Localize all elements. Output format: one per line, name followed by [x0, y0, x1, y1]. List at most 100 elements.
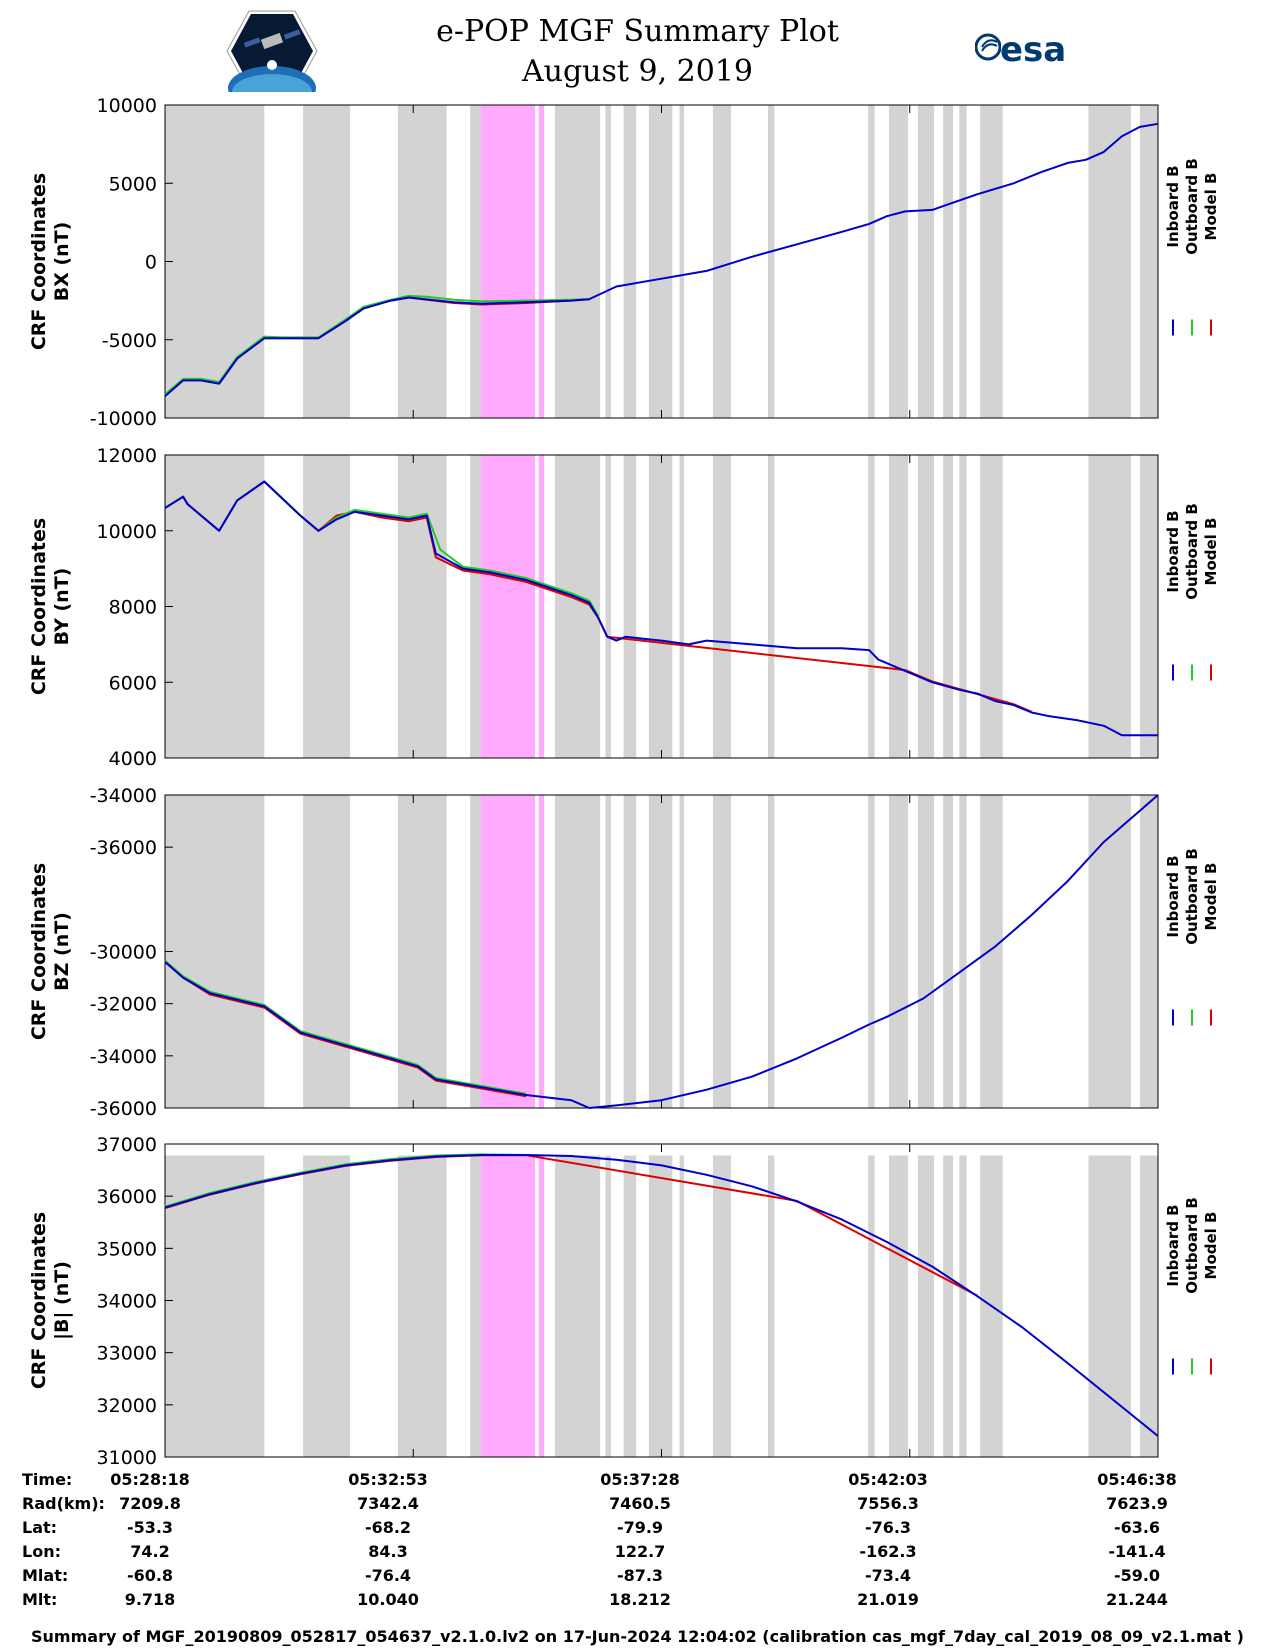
data-gap-band [917, 455, 935, 758]
info-value: -87.3 [616, 1566, 664, 1585]
info-value: 7460.5 [609, 1494, 671, 1513]
highlight-band [538, 795, 545, 1108]
y-tick-label: 36000 [97, 1186, 157, 1208]
inboard-series-line [164, 122, 1159, 397]
highlight-band [480, 795, 536, 1108]
data-gap-band [165, 105, 265, 418]
data-gap-band [397, 795, 447, 1108]
data-gap-band [1088, 795, 1131, 1108]
data-gap-band [679, 1155, 685, 1457]
info-value: -79.9 [616, 1518, 664, 1537]
info-value: -76.3 [864, 1518, 912, 1537]
legend-label: Inboard B [1164, 1204, 1182, 1286]
y-tick-label: 31000 [97, 1447, 157, 1469]
info-value: -68.2 [364, 1518, 412, 1537]
info-label: Mlt: [22, 1590, 58, 1609]
data-gap-band [397, 455, 447, 758]
data-gap-band [648, 795, 673, 1108]
data-gap-band [959, 455, 967, 758]
legend-label: Inboard B [1164, 510, 1182, 592]
y-tick-label: 35000 [97, 1238, 157, 1260]
info-value: 7342.4 [357, 1494, 419, 1513]
data-gap-band [165, 795, 265, 1108]
y-axis-label: CRF CoordinatesBY (nT) [28, 518, 73, 695]
info-value: 05:37:28 [600, 1470, 680, 1489]
y-axis-label: CRF Coordinates|B| (nT) [28, 1212, 73, 1389]
data-gap-band [605, 455, 611, 758]
y-tick-label: 0 [145, 252, 157, 274]
y-tick-label: -34000 [90, 1046, 157, 1068]
info-value: -73.4 [864, 1566, 912, 1585]
data-gap-band [397, 105, 447, 418]
legend-label: Outboard B [1183, 158, 1201, 255]
y-tick-label: -5000 [102, 330, 157, 352]
inboard-series-line [164, 794, 1159, 1109]
data-gap-band [303, 795, 351, 1108]
info-value: -60.8 [126, 1566, 174, 1585]
y-tick-label: 33000 [97, 1343, 157, 1365]
data-gap-band [712, 105, 732, 418]
y-axis-label-line2: BX (nT) [51, 222, 73, 302]
data-gap-band [623, 1155, 637, 1457]
legend-label: Model B [1202, 518, 1220, 586]
info-value: 21.244 [1106, 1590, 1168, 1609]
data-gap-band [768, 105, 775, 418]
info-value: 9.718 [124, 1590, 176, 1609]
plot-title: e-POP MGF Summary Plot [436, 14, 839, 49]
info-value: -76.4 [364, 1566, 412, 1585]
data-gap-band [648, 455, 673, 758]
inboard-series-line [164, 480, 1158, 737]
y-tick-label: 12000 [97, 445, 157, 467]
legend-label: Model B [1202, 863, 1220, 931]
plot-date: August 9, 2019 [521, 54, 753, 89]
legend-label: Model B [1202, 173, 1220, 241]
y-axis-label-line2: |B| (nT) [51, 1261, 73, 1340]
data-gap-band [888, 1155, 908, 1457]
data-gap-band [943, 455, 954, 758]
info-value: 05:42:03 [848, 1470, 928, 1489]
data-gap-band [888, 455, 908, 758]
data-gap-band [888, 795, 908, 1108]
y-axis-label-line1: CRF Coordinates [28, 518, 50, 695]
info-label: Lon: [22, 1542, 61, 1561]
info-value: 7209.8 [119, 1494, 181, 1513]
y-axis-label-line1: CRF Coordinates [28, 1212, 50, 1389]
data-gap-band [980, 105, 1003, 418]
footer-note: Summary of MGF_20190809_052817_054637_v2… [31, 1627, 1244, 1646]
y-axis-label-line2: BY (nT) [51, 568, 73, 646]
esa-logo-text: esa [1000, 30, 1067, 70]
data-gap-band [768, 795, 775, 1108]
highlight-band [480, 455, 536, 758]
y-tick-label: 10000 [97, 521, 157, 543]
data-gap-band [943, 795, 954, 1108]
legend-label: Outboard B [1183, 1197, 1201, 1294]
y-axis-label: CRF CoordinatesBZ (nT) [28, 863, 73, 1040]
y-tick-label: 37000 [97, 1134, 157, 1156]
y-tick-label: -32000 [90, 994, 157, 1016]
info-value: 05:32:53 [348, 1470, 428, 1489]
data-gap-band [959, 105, 967, 418]
y-axis-label-line2: BZ (nT) [51, 912, 73, 991]
data-gap-band [303, 105, 351, 418]
panel-2: 12000 10000 8000 6000 4000 CRF CoordinatesBY … [28, 445, 1220, 770]
highlight-band [480, 105, 536, 418]
data-gap-band [397, 1155, 447, 1457]
data-gap-band [1139, 105, 1158, 418]
data-gap-band [470, 1155, 481, 1457]
info-value: -141.4 [1108, 1542, 1166, 1561]
legend-label: Model B [1202, 1212, 1220, 1280]
data-gap-band [980, 795, 1003, 1108]
data-gap-band [470, 105, 481, 418]
y-tick-label: 6000 [109, 672, 157, 694]
data-gap-band [605, 795, 611, 1108]
data-gap-band [648, 1155, 673, 1457]
y-tick-label: 4000 [109, 748, 157, 770]
data-gap-band [1088, 105, 1131, 418]
esa-logo-icon [975, 33, 1001, 61]
y-tick-label: 5000 [109, 173, 157, 195]
data-gap-band [679, 105, 685, 418]
data-gap-band [917, 795, 935, 1108]
info-value: 122.7 [614, 1542, 666, 1561]
data-gap-band [943, 105, 954, 418]
